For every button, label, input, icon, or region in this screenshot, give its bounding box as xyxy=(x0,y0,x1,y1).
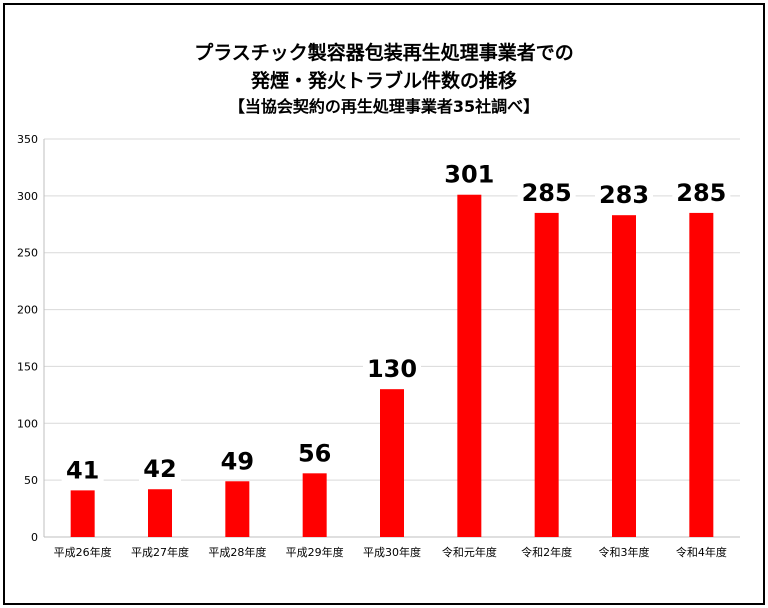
bar xyxy=(380,389,404,537)
y-tick-label: 0 xyxy=(31,531,38,544)
data-label-bg xyxy=(363,353,421,384)
data-label-bg xyxy=(293,437,336,468)
x-tick-label: 令和4年度 xyxy=(676,545,727,559)
y-tick-label: 250 xyxy=(17,247,38,260)
chart-subtitle: 【当協会契約の再生処理事業者35社調べ】 xyxy=(228,97,540,116)
data-label: 56 xyxy=(298,439,331,467)
bar xyxy=(302,473,327,537)
data-label-bg xyxy=(672,176,731,207)
data-label: 283 xyxy=(599,181,649,209)
data-label-bg xyxy=(139,453,181,484)
y-tick-label: 350 xyxy=(17,133,38,146)
x-tick-label: 平成26年度 xyxy=(54,545,112,559)
data-label: 130 xyxy=(367,355,417,383)
data-label-bg xyxy=(216,445,259,476)
data-label: 42 xyxy=(143,455,176,483)
bar xyxy=(148,489,172,537)
chart-title: プラスチック製容器包装再生処理事業者での xyxy=(194,42,574,64)
x-tick-label: 令和2年度 xyxy=(521,545,572,559)
bar xyxy=(457,194,482,537)
y-tick-label: 100 xyxy=(17,417,38,430)
x-tick-label: 令和元年度 xyxy=(442,545,497,559)
x-tick-label: 平成30年度 xyxy=(363,545,421,559)
data-label: 49 xyxy=(221,447,254,475)
bar xyxy=(689,212,714,537)
bar xyxy=(612,215,636,537)
data-label-bg xyxy=(61,454,104,485)
y-tick-label: 200 xyxy=(17,304,38,317)
y-tick-label: 150 xyxy=(17,360,38,373)
data-label: 285 xyxy=(522,179,572,207)
data-label: 41 xyxy=(66,456,99,484)
x-tick-label: 令和3年度 xyxy=(599,545,650,559)
data-label: 301 xyxy=(444,161,494,189)
data-label: 285 xyxy=(676,179,726,207)
data-label-bg xyxy=(440,158,499,189)
bar xyxy=(534,212,559,537)
y-tick-label: 300 xyxy=(17,190,38,203)
data-label-bg xyxy=(595,179,653,210)
x-tick-label: 平成29年度 xyxy=(286,545,344,559)
bar xyxy=(70,490,95,537)
bar xyxy=(225,481,250,537)
x-tick-label: 平成27年度 xyxy=(131,545,189,559)
y-tick-label: 50 xyxy=(24,474,38,487)
data-label-bg xyxy=(517,176,576,207)
x-tick-label: 平成28年度 xyxy=(208,545,266,559)
chart-title-line2: 発煙・発火トラブル件数の推移 xyxy=(250,70,517,92)
